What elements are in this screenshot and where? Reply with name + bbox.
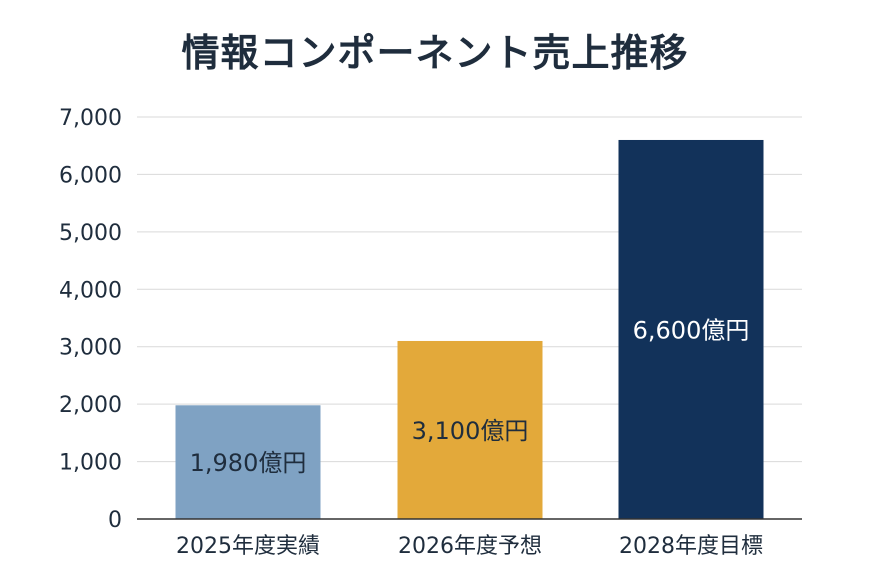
y-axis-ticks: 0 1,000 2,000 3,000 4,000 5,000 6,000 7,000 <box>59 106 122 533</box>
y-tick-label: 2,000 <box>59 393 122 418</box>
bar-value-label: 3,100億円 <box>412 417 529 445</box>
y-tick-label: 4,000 <box>59 278 122 303</box>
bar <box>397 340 543 519</box>
bar <box>175 405 321 519</box>
data-labels: 1,980億円 3,100億円 6,600億円 <box>190 316 750 477</box>
y-tick-label: 1,000 <box>59 451 122 476</box>
y-tick-label: 6,000 <box>59 163 122 188</box>
y-tick-label: 7,000 <box>59 106 122 131</box>
x-category-label: 2028年度目標 <box>619 534 763 559</box>
bars <box>175 139 764 519</box>
bar <box>618 139 764 519</box>
y-tick-label: 0 <box>108 508 122 533</box>
x-axis-categories: 2025年度実績 2026年度予想 2028年度目標 <box>176 534 763 559</box>
bar-value-label: 1,980億円 <box>190 449 307 477</box>
chart-title: 情報コンポーネント売上推移 <box>181 31 689 75</box>
y-tick-label: 5,000 <box>59 221 122 246</box>
bar-value-label: 6,600億円 <box>633 316 750 344</box>
y-tick-label: 3,000 <box>59 336 122 361</box>
x-category-label: 2025年度実績 <box>176 534 320 559</box>
x-category-label: 2026年度予想 <box>398 534 542 559</box>
